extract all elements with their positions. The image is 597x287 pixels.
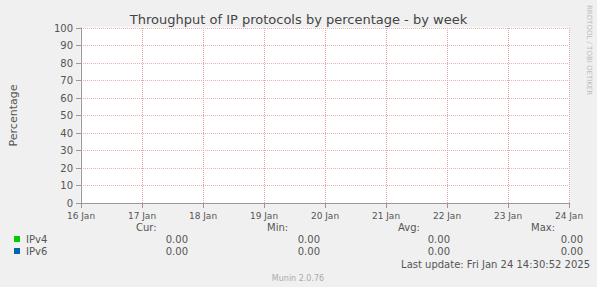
svg-text:50: 50 — [60, 110, 73, 121]
svg-text:90: 90 — [60, 40, 73, 51]
svg-text:21 Jan: 21 Jan — [372, 211, 400, 221]
svg-text:0.00: 0.00 — [428, 234, 450, 245]
svg-text:0.00: 0.00 — [561, 234, 583, 245]
svg-text:0: 0 — [67, 198, 73, 209]
svg-text:Percentage: Percentage — [7, 84, 20, 146]
svg-text:19 Jan: 19 Jan — [250, 211, 278, 221]
svg-text:40: 40 — [60, 128, 73, 139]
svg-text:Throughput of IP protocols by: Throughput of IP protocols by percentage… — [129, 12, 468, 27]
svg-text:100: 100 — [54, 23, 73, 34]
svg-text:24 Jan: 24 Jan — [555, 211, 583, 221]
svg-text:70: 70 — [60, 75, 73, 86]
svg-text:0.00: 0.00 — [561, 246, 583, 257]
svg-text:17 Jan: 17 Jan — [128, 211, 156, 221]
svg-text:Munin 2.0.76: Munin 2.0.76 — [272, 274, 324, 283]
svg-text:16 Jan: 16 Jan — [67, 211, 95, 221]
svg-text:20: 20 — [60, 163, 73, 174]
svg-text:Last update: Fri Jan 24 14:30:: Last update: Fri Jan 24 14:30:52 2025 — [401, 259, 590, 270]
svg-text:0.00: 0.00 — [428, 246, 450, 257]
svg-text:Min:: Min: — [267, 222, 288, 233]
svg-text:60: 60 — [60, 93, 73, 104]
svg-text:Avg:: Avg: — [398, 222, 420, 233]
svg-text:22 Jan: 22 Jan — [433, 211, 461, 221]
svg-text:Cur:: Cur: — [136, 222, 157, 233]
svg-text:Max:: Max: — [531, 222, 555, 233]
svg-text:IPv6: IPv6 — [26, 246, 47, 257]
svg-text:18 Jan: 18 Jan — [189, 211, 217, 221]
svg-text:RRDTOOL / TOBI OETIKER: RRDTOOL / TOBI OETIKER — [585, 5, 593, 95]
svg-text:80: 80 — [60, 58, 73, 69]
svg-text:23 Jan: 23 Jan — [494, 211, 522, 221]
svg-text:20 Jan: 20 Jan — [311, 211, 339, 221]
svg-text:0.00: 0.00 — [166, 234, 188, 245]
svg-text:0.00: 0.00 — [298, 234, 320, 245]
svg-text:0.00: 0.00 — [166, 246, 188, 257]
svg-text:0.00: 0.00 — [298, 246, 320, 257]
svg-text:IPv4: IPv4 — [26, 234, 47, 245]
svg-text:30: 30 — [60, 145, 73, 156]
svg-text:10: 10 — [60, 180, 73, 191]
